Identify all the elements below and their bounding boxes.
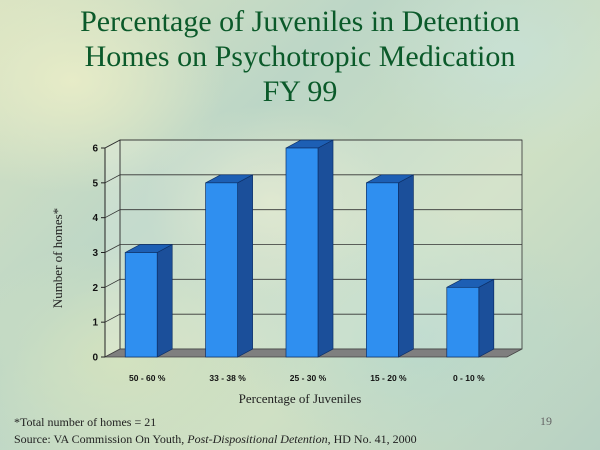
x-tick-label: 33 - 38 % bbox=[209, 373, 246, 383]
bar bbox=[446, 286, 480, 358]
bar bbox=[285, 147, 319, 358]
bar-side bbox=[398, 174, 414, 358]
bar-side bbox=[156, 243, 173, 358]
y-tick-label: 1 bbox=[92, 318, 98, 329]
x-axis-label: Percentage of Juveniles bbox=[238, 391, 362, 406]
y-tick-label: 6 bbox=[92, 144, 98, 155]
y-tick-label: 2 bbox=[92, 283, 98, 294]
bar bbox=[205, 182, 238, 358]
source-prefix: Source: VA Commission On Youth, bbox=[14, 432, 188, 446]
bar bbox=[366, 182, 399, 358]
bar-side bbox=[317, 139, 334, 358]
source-suffix: , HD No. 41, 2000 bbox=[327, 432, 417, 446]
title-line-2: Homes on Psychotropic Medication bbox=[84, 40, 516, 73]
x-tick-label: 0 - 10 % bbox=[453, 373, 485, 383]
bar-side bbox=[478, 278, 495, 358]
y-tick-label: 0 bbox=[92, 353, 98, 364]
gridline bbox=[104, 139, 522, 149]
y-tick-label: 5 bbox=[92, 178, 98, 189]
footnote: *Total number of homes = 21 bbox=[14, 415, 157, 429]
page-number: 19 bbox=[540, 414, 552, 428]
x-tick-label: 50 - 60 % bbox=[129, 373, 166, 383]
bar bbox=[124, 252, 158, 358]
chart-title: Percentage of Juveniles in Detention Hom… bbox=[0, 4, 600, 109]
source-title: Post-Dispositional Detention bbox=[187, 432, 328, 446]
y-axis-label: Number of homes* bbox=[50, 207, 65, 309]
title-line-3: FY 99 bbox=[262, 75, 338, 108]
y-tick-label: 4 bbox=[92, 213, 98, 224]
y-tick-label: 3 bbox=[92, 248, 98, 259]
x-tick-label: 25 - 30 % bbox=[290, 373, 327, 383]
source-citation: Source: VA Commission On Youth, Post-Dis… bbox=[14, 432, 417, 447]
title-line-1: Percentage of Juveniles in Detention bbox=[80, 5, 520, 38]
bar-side bbox=[237, 174, 253, 358]
x-tick-label: 15 - 20 % bbox=[370, 373, 407, 383]
